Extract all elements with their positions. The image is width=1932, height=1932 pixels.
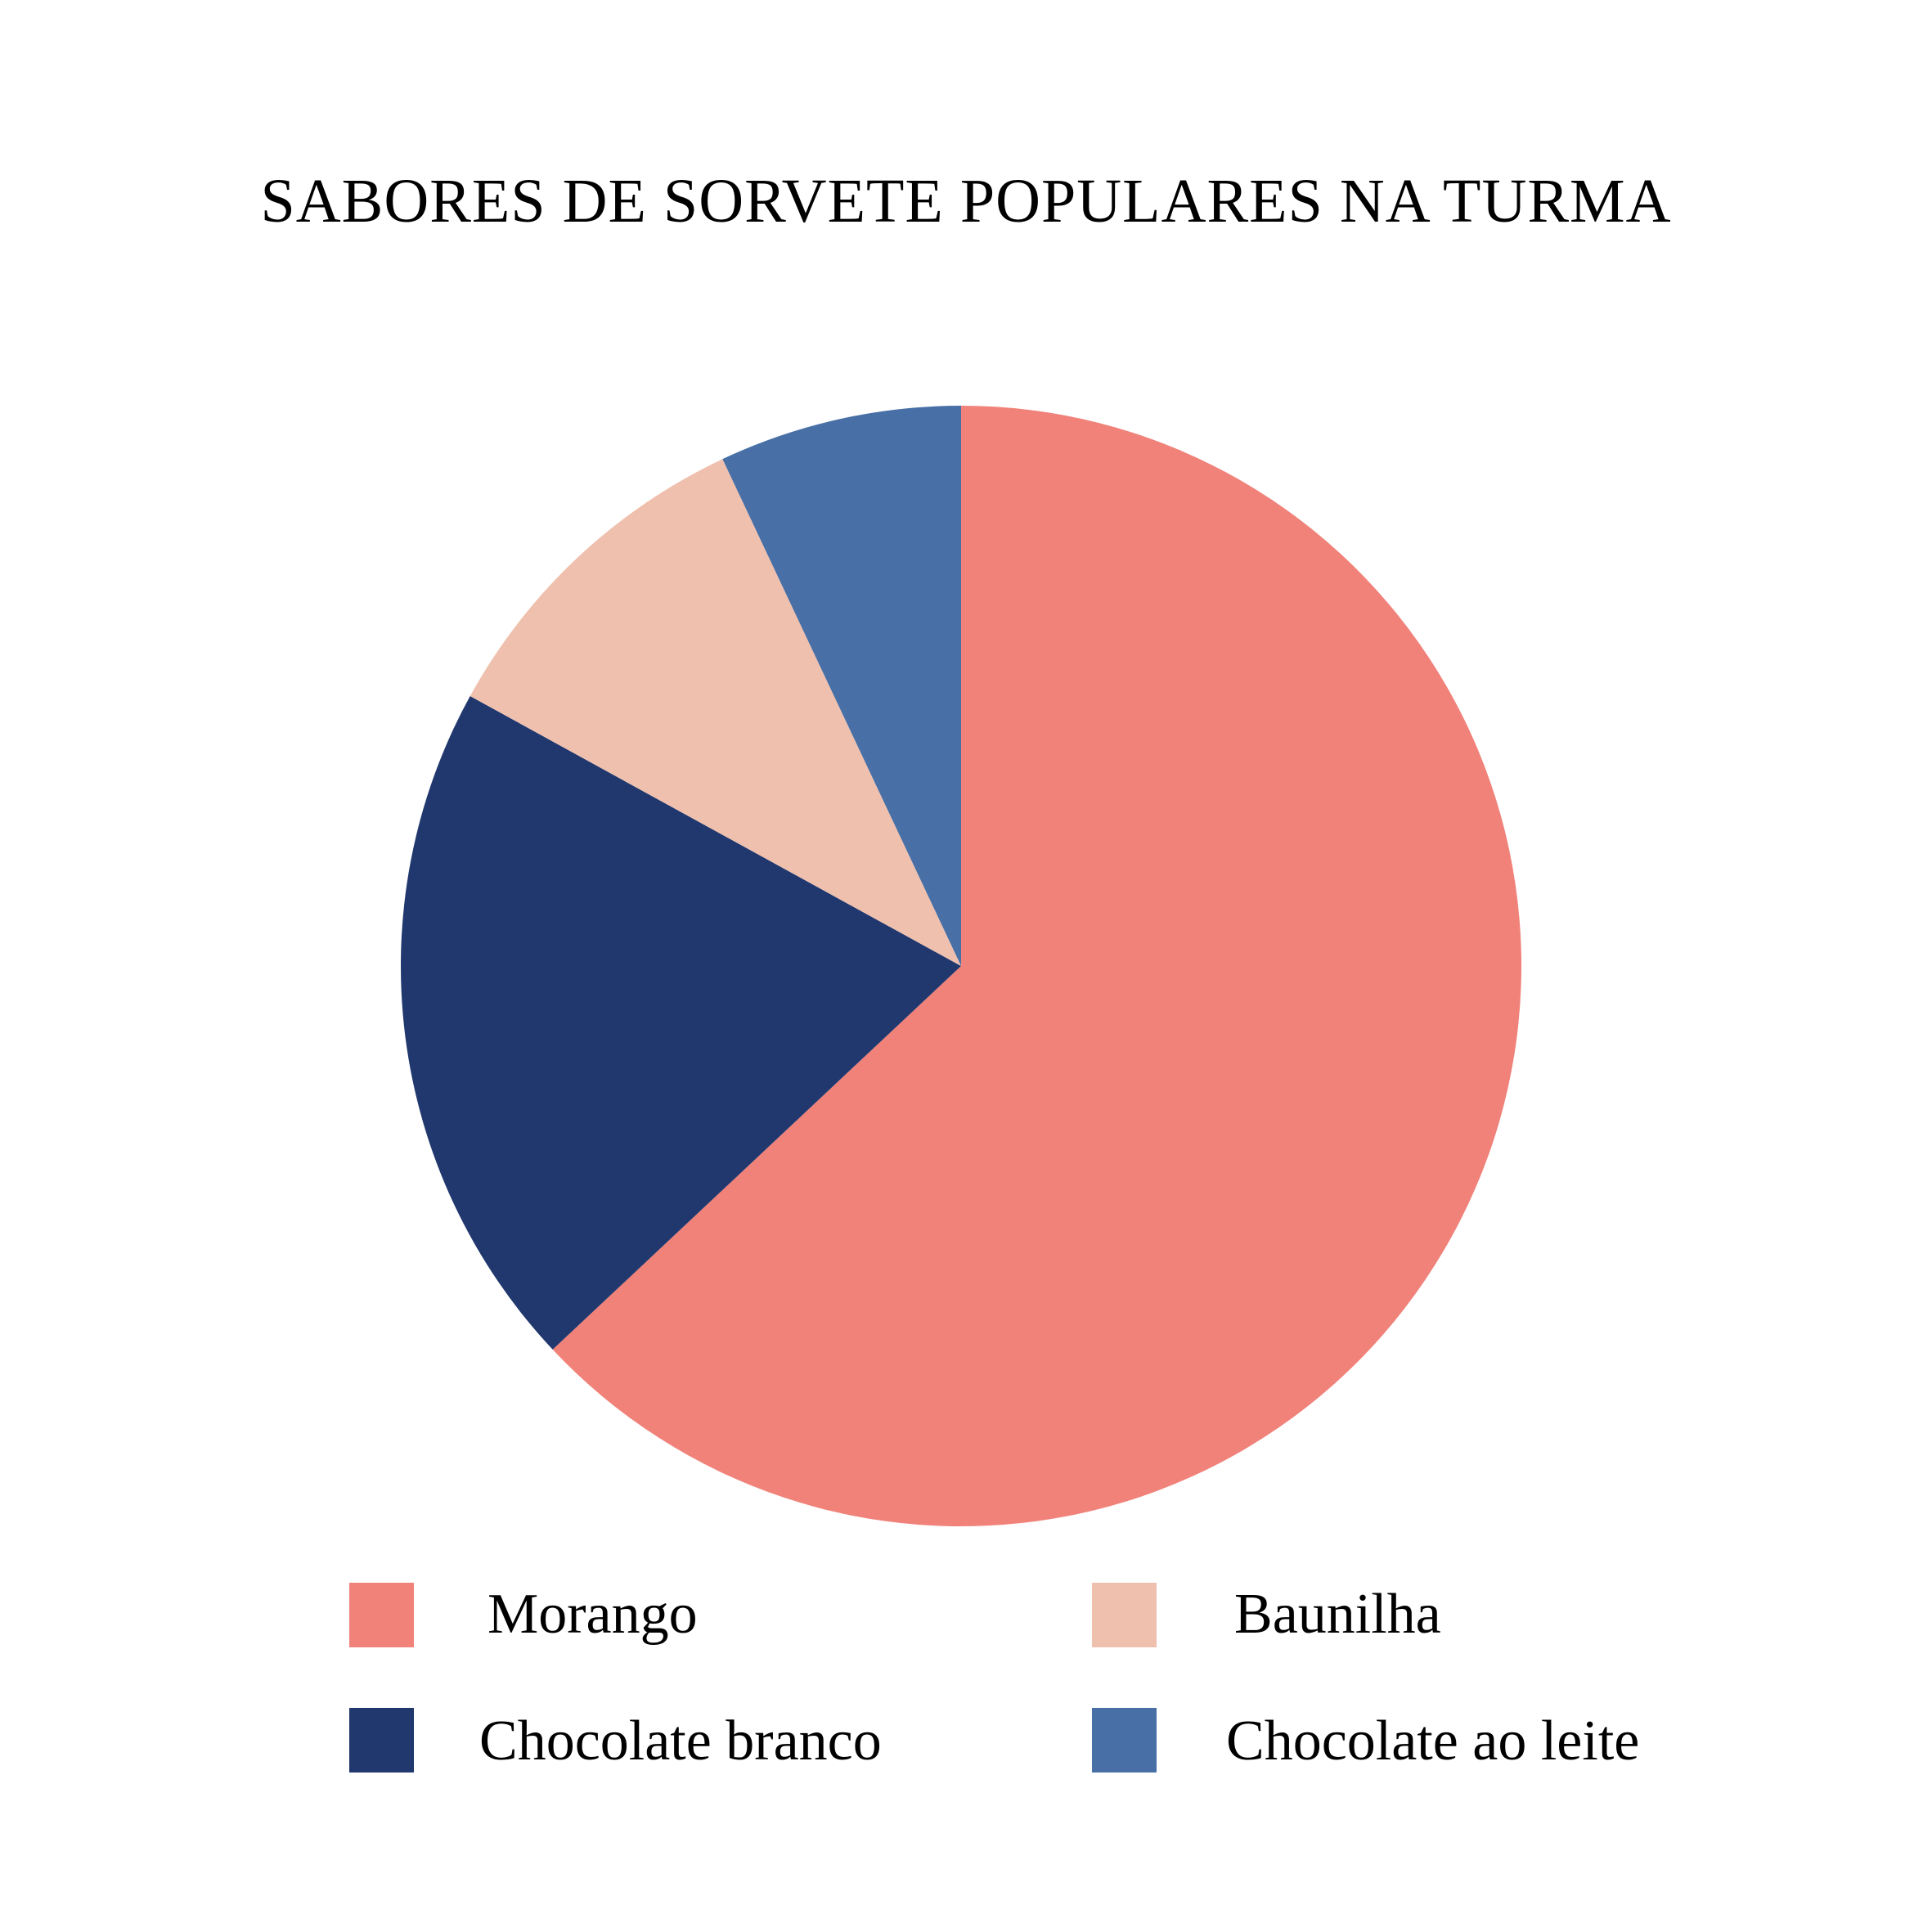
pie-slice-chocolate-ao-leite	[722, 406, 961, 966]
legend-swatch-morango	[349, 1583, 414, 1647]
legend-swatch-baunilha	[1092, 1583, 1157, 1647]
legend-label-chocolate-ao-leite: Chocolate ao leite	[1226, 1710, 1640, 1772]
pie-slice-morango	[552, 406, 1522, 1526]
chart-title: SABORES DE SORVETE POPULARES NA TURMA	[260, 167, 1672, 236]
pie-slices	[401, 406, 1522, 1526]
legend-swatch-chocolate-branco	[349, 1708, 414, 1772]
legend-label-chocolate-branco: Chocolate branco	[479, 1710, 882, 1772]
legend-label-morango: Morango	[487, 1583, 698, 1646]
legend-swatch-chocolate-ao-leite	[1092, 1708, 1157, 1772]
pie-slice-chocolate-branco	[401, 696, 962, 1350]
pie-slice-baunilha	[470, 459, 961, 966]
legend-label-baunilha: Baunilha	[1234, 1583, 1441, 1646]
